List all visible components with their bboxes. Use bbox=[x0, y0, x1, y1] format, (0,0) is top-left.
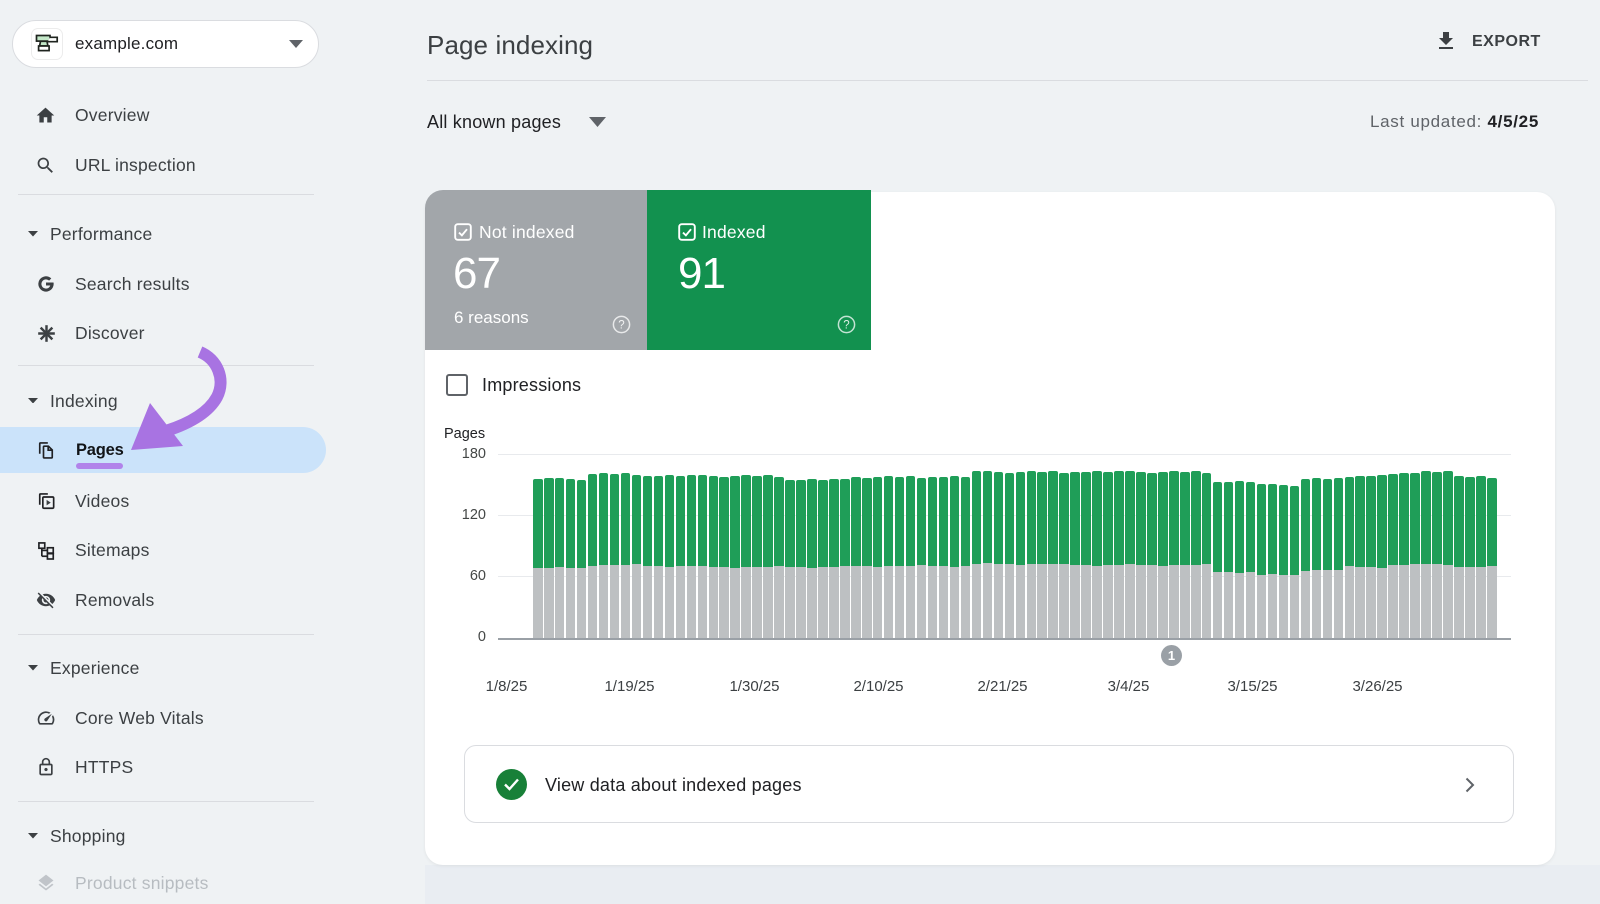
svg-text:?: ? bbox=[618, 320, 624, 332]
svg-text:?: ? bbox=[843, 320, 849, 332]
